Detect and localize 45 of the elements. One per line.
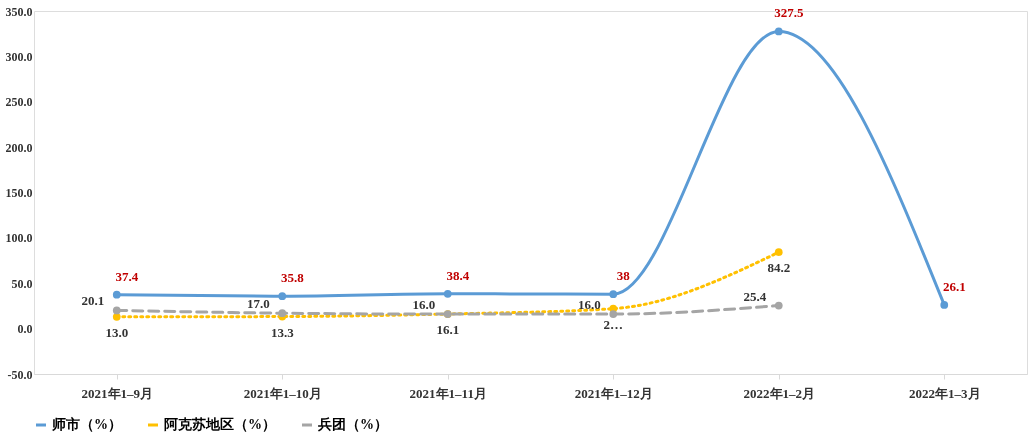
data-label: 327.5 <box>774 5 804 21</box>
data-label: 13.0 <box>105 324 129 340</box>
data-label: 20.1 <box>81 293 105 309</box>
point <box>774 301 783 310</box>
point <box>774 27 783 36</box>
legend-label: 师市（%） <box>51 416 122 432</box>
y-tick-label: 0.0 <box>17 322 33 337</box>
point <box>112 312 121 321</box>
data-label: 17.0 <box>246 296 270 312</box>
legend-label: 兵团（%） <box>317 416 388 432</box>
x-tick-label: 2022年1–3月 <box>909 385 981 401</box>
x-tick-label: 2021年1–11月 <box>409 385 487 401</box>
data-label: 26.1 <box>942 278 966 294</box>
point <box>278 292 287 300</box>
point <box>940 301 949 309</box>
y-tick-label: 350.0 <box>5 4 33 19</box>
point <box>443 289 452 298</box>
x-tick-label: 2021年1–10月 <box>243 385 322 401</box>
y-tick-label: 100.0 <box>5 231 33 246</box>
x-tick-label: 2021年1–9月 <box>81 385 153 401</box>
data-label: 16.0 <box>412 297 436 313</box>
point <box>774 248 783 257</box>
x-tick-label: 2022年1–2月 <box>743 385 815 401</box>
data-label: 37.4 <box>115 268 139 284</box>
y-tick-label: -50.0 <box>7 367 33 382</box>
y-tick-label: 250.0 <box>5 95 33 110</box>
point <box>112 290 121 299</box>
data-label: 84.2 <box>767 260 791 276</box>
point <box>609 290 618 299</box>
data-label: 38 <box>616 268 631 284</box>
data-label: 38.4 <box>446 267 470 283</box>
y-tick-label: 300.0 <box>5 49 33 64</box>
legend-label: 阿克苏地区（%） <box>164 417 276 432</box>
data-label: 16.1 <box>436 322 460 338</box>
data-label: 13.3 <box>270 324 295 340</box>
data-label: 2… <box>603 316 623 332</box>
y-tick-label: 150.0 <box>5 186 33 200</box>
data-label: 25.4 <box>743 288 767 304</box>
point <box>112 306 121 315</box>
y-tick-label: 50.0 <box>11 276 33 291</box>
data-label: 16.0 <box>577 297 601 313</box>
y-tick-label: 200.0 <box>5 140 33 155</box>
x-tick-label: 2021年1–12月 <box>574 385 653 401</box>
point <box>609 310 618 318</box>
data-label: 35.8 <box>280 270 305 286</box>
